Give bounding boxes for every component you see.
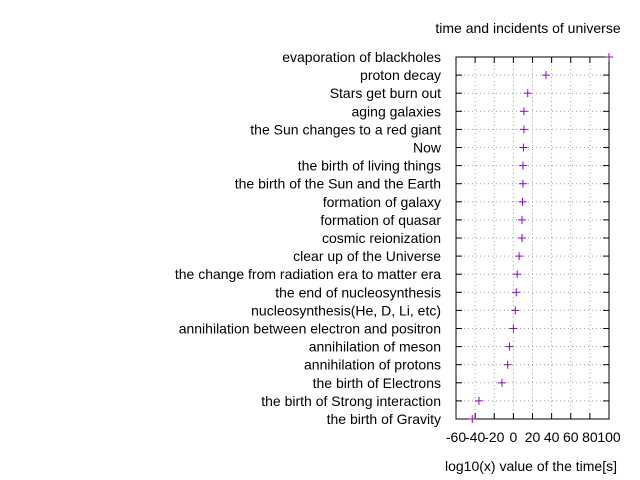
y-tick-label: formation of galaxy — [323, 194, 441, 210]
y-tick-labels: the birth of Gravity the birth of Strong … — [175, 49, 609, 427]
x-tick-label: 0 — [509, 429, 517, 445]
x-axis-label: log10(x) value of the time[s] — [445, 458, 617, 474]
data-point — [474, 396, 483, 405]
y-tick-label: the birth of Gravity — [327, 411, 441, 427]
y-tick-label: annihilation of meson — [309, 339, 441, 355]
data-point — [497, 378, 506, 387]
x-tick-label: 20 — [525, 429, 541, 445]
y-tick-label: the birth of Electrons — [313, 375, 441, 391]
data-point — [605, 53, 613, 61]
data-points — [468, 53, 613, 423]
chart-title: time and incidents of universe — [435, 20, 620, 36]
data-point — [503, 360, 512, 369]
x-tick-labels: -60-40-20 0 20 40 60 80 100 — [446, 57, 621, 445]
x-tick-label: -60 — [446, 429, 466, 445]
y-tick-label: aging galaxies — [351, 103, 441, 119]
y-tick-label: proton decay — [360, 67, 441, 83]
x-tick-label: 40 — [544, 429, 560, 445]
y-tick-label: the Sun changes to a red giant — [250, 121, 441, 137]
y-tick-label: cosmic reionization — [322, 230, 441, 246]
y-tick-label: evaporation of blackholes — [282, 49, 441, 65]
grid-lines — [455, 56, 610, 420]
y-tick-label: the birth of living things — [298, 158, 441, 174]
data-point — [505, 342, 514, 351]
data-point — [509, 324, 518, 333]
y-tick-label: annihilation between electron and positr… — [179, 321, 441, 337]
data-point — [518, 197, 527, 206]
y-tick-label: Stars get burn out — [330, 85, 441, 101]
x-tick-label: 80 — [582, 429, 598, 445]
data-point — [519, 143, 528, 152]
y-tick-label: the change from radiation era to matter … — [175, 266, 441, 282]
data-point — [512, 288, 521, 297]
y-tick-label: annihilation of protons — [304, 357, 441, 373]
data-point — [517, 234, 526, 242]
y-tick-label: formation of quasar — [320, 212, 441, 228]
data-point — [519, 125, 528, 134]
y-tick-label: Now — [413, 140, 442, 156]
data-point — [518, 161, 527, 170]
data-point — [518, 179, 527, 188]
x-tick-label: -40 — [465, 429, 485, 445]
y-tick-label: the birth of the Sun and the Earth — [235, 176, 441, 192]
data-point — [541, 71, 550, 80]
y-tick-label: the end of nucleosynthesis — [275, 284, 441, 300]
data-point — [519, 107, 528, 116]
data-point — [523, 89, 532, 98]
data-point — [513, 270, 522, 279]
data-point — [511, 306, 520, 315]
y-tick-label: clear up of the Universe — [293, 248, 441, 264]
x-tick-label: 60 — [563, 429, 579, 445]
data-point — [515, 252, 524, 261]
data-point — [468, 415, 477, 423]
y-tick-label: the birth of Strong interaction — [261, 393, 441, 409]
x-tick-label: 100 — [597, 429, 621, 445]
x-tick-label: -20 — [484, 429, 504, 445]
y-tick-label: nucleosynthesis(He, D, Li, etc) — [251, 302, 441, 318]
data-point — [517, 215, 526, 224]
